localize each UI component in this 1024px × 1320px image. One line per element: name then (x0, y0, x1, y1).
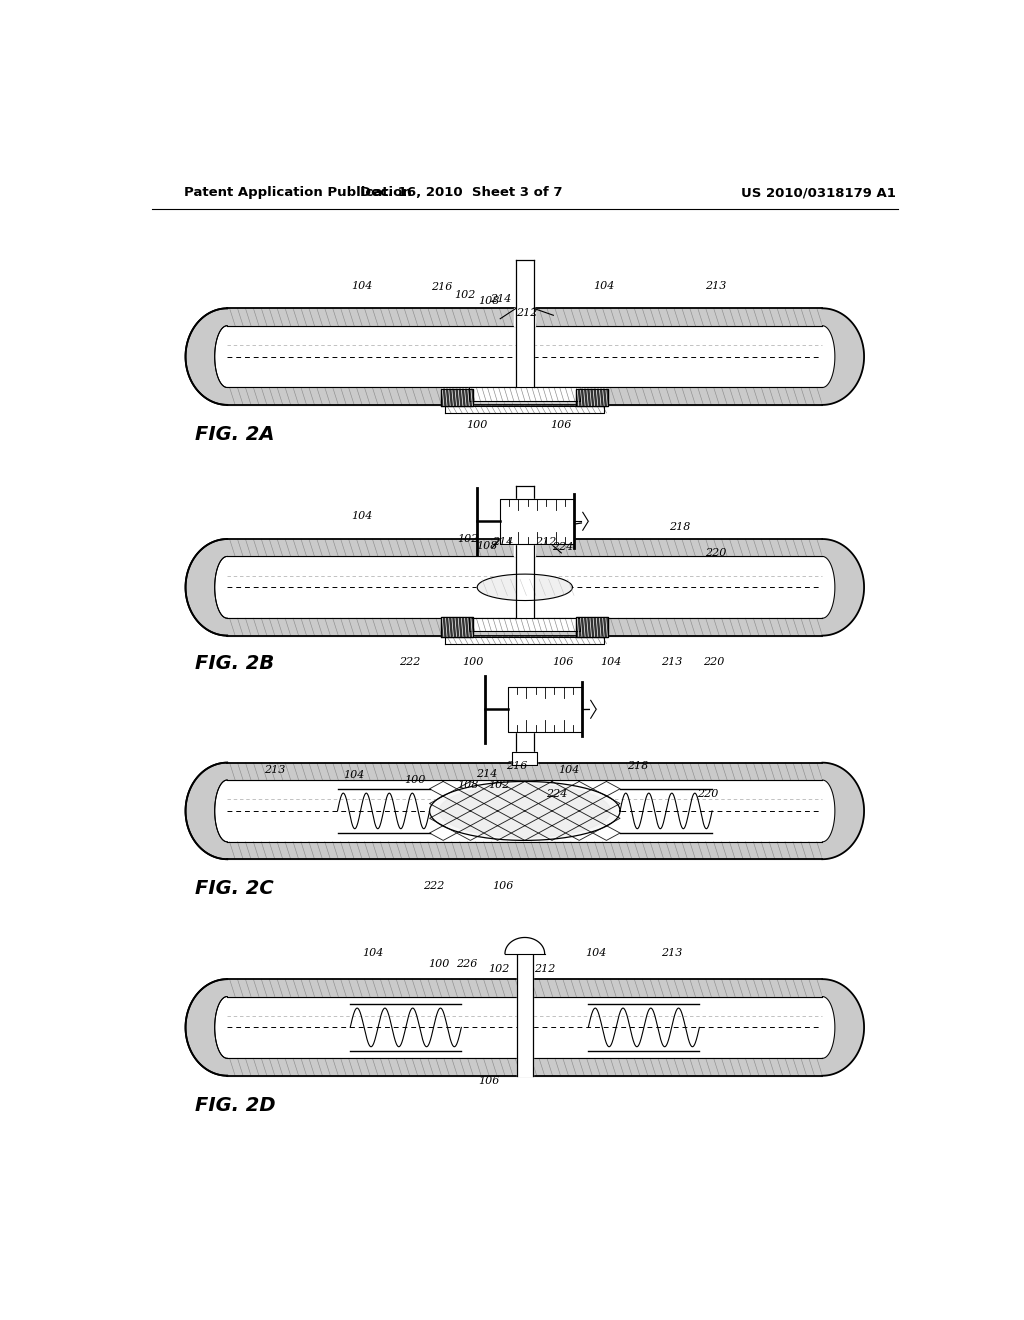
Text: 104: 104 (600, 656, 622, 667)
Polygon shape (227, 557, 822, 618)
Polygon shape (477, 574, 572, 601)
Polygon shape (591, 701, 596, 718)
Polygon shape (227, 780, 822, 842)
Text: 216: 216 (431, 282, 453, 293)
Text: 104: 104 (351, 281, 373, 292)
Text: 102: 102 (488, 780, 510, 789)
Text: 106: 106 (492, 882, 513, 891)
Text: 216: 216 (506, 762, 527, 771)
Text: FIG. 2A: FIG. 2A (196, 425, 275, 445)
Polygon shape (508, 686, 583, 731)
Polygon shape (227, 388, 822, 405)
Text: 100: 100 (404, 775, 426, 785)
Text: 220: 220 (703, 656, 724, 667)
Polygon shape (822, 539, 864, 636)
Polygon shape (583, 512, 588, 531)
Text: 222: 222 (399, 656, 421, 667)
Polygon shape (185, 763, 227, 859)
Text: FIG. 2B: FIG. 2B (196, 653, 274, 673)
Text: 213: 213 (660, 656, 682, 667)
Text: 102: 102 (488, 965, 510, 974)
Text: 106: 106 (550, 420, 571, 430)
Text: 104: 104 (351, 511, 373, 521)
Text: 104: 104 (594, 281, 614, 292)
Text: 104: 104 (558, 766, 580, 775)
Polygon shape (517, 954, 532, 1076)
Polygon shape (439, 784, 610, 837)
Polygon shape (185, 309, 227, 405)
Polygon shape (822, 979, 864, 1076)
Polygon shape (227, 842, 822, 859)
Text: 104: 104 (361, 948, 383, 958)
Polygon shape (516, 486, 534, 618)
Polygon shape (227, 539, 822, 557)
Text: 222: 222 (423, 882, 444, 891)
Polygon shape (441, 618, 473, 636)
Text: US 2010/0318179 A1: US 2010/0318179 A1 (741, 186, 896, 199)
Polygon shape (227, 997, 822, 1059)
Text: 218: 218 (627, 762, 648, 771)
Polygon shape (227, 618, 822, 636)
Text: 108: 108 (478, 296, 500, 306)
Polygon shape (514, 539, 536, 557)
Text: 104: 104 (343, 771, 365, 780)
Text: FIG. 2D: FIG. 2D (196, 1096, 276, 1115)
Text: Dec. 16, 2010  Sheet 3 of 7: Dec. 16, 2010 Sheet 3 of 7 (360, 186, 562, 199)
Text: 108: 108 (476, 541, 498, 550)
Text: Patent Application Publication: Patent Application Publication (183, 186, 412, 199)
Polygon shape (185, 979, 227, 1076)
Text: 108: 108 (457, 780, 478, 789)
Text: 100: 100 (467, 420, 487, 430)
Polygon shape (227, 326, 822, 388)
Polygon shape (430, 781, 620, 841)
Text: 224: 224 (546, 788, 567, 799)
Polygon shape (505, 937, 545, 954)
Text: 212: 212 (516, 308, 538, 318)
Text: 214: 214 (490, 293, 512, 304)
Text: 220: 220 (705, 548, 726, 558)
Text: 214: 214 (492, 537, 513, 546)
Text: 102: 102 (457, 533, 478, 544)
Text: 220: 220 (696, 788, 718, 799)
Text: 104: 104 (586, 948, 607, 958)
Text: 213: 213 (660, 948, 682, 958)
Polygon shape (500, 499, 574, 544)
Text: 218: 218 (669, 523, 690, 532)
Polygon shape (822, 763, 864, 859)
Text: FIG. 2C: FIG. 2C (196, 879, 274, 898)
Polygon shape (227, 309, 822, 326)
Text: 213: 213 (264, 766, 286, 775)
Text: 102: 102 (455, 289, 476, 300)
Polygon shape (516, 710, 534, 763)
Text: 106: 106 (478, 1076, 500, 1086)
Text: 213: 213 (705, 281, 726, 292)
Polygon shape (227, 763, 822, 780)
Text: 214: 214 (476, 770, 498, 779)
Polygon shape (469, 388, 581, 401)
Text: 226: 226 (456, 960, 477, 969)
Polygon shape (227, 979, 822, 997)
Polygon shape (469, 618, 581, 631)
Text: 100: 100 (463, 656, 484, 667)
Polygon shape (822, 309, 864, 405)
Polygon shape (514, 309, 536, 326)
Text: 212: 212 (535, 537, 556, 546)
Text: 224: 224 (552, 541, 573, 552)
Polygon shape (445, 405, 604, 413)
Text: 100: 100 (428, 960, 450, 969)
Text: 212: 212 (534, 965, 555, 974)
Polygon shape (577, 388, 608, 405)
Polygon shape (512, 752, 538, 764)
Polygon shape (445, 636, 604, 644)
Polygon shape (441, 388, 473, 405)
Polygon shape (185, 539, 227, 636)
Polygon shape (227, 1059, 822, 1076)
Text: 106: 106 (552, 656, 573, 667)
Polygon shape (516, 260, 534, 388)
Polygon shape (577, 618, 608, 636)
